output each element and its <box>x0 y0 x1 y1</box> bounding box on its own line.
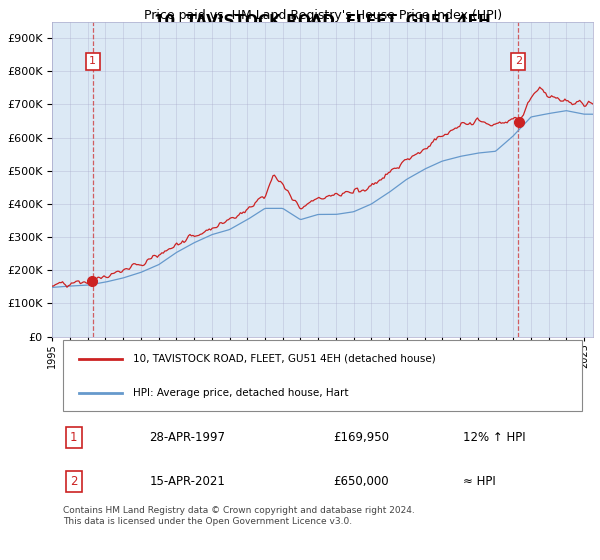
Text: 10, TAVISTOCK ROAD, FLEET, GU51 4EH (detached house): 10, TAVISTOCK ROAD, FLEET, GU51 4EH (det… <box>133 353 436 363</box>
Text: Price paid vs. HM Land Registry's House Price Index (HPI): Price paid vs. HM Land Registry's House … <box>143 8 502 21</box>
Text: 1: 1 <box>70 431 77 444</box>
Text: 2: 2 <box>515 57 522 66</box>
Text: Contains HM Land Registry data © Crown copyright and database right 2024.
This d: Contains HM Land Registry data © Crown c… <box>63 506 415 526</box>
Text: 28-APR-1997: 28-APR-1997 <box>149 431 226 444</box>
Text: ≈ HPI: ≈ HPI <box>463 475 496 488</box>
Text: 10, TAVISTOCK ROAD, FLEET, GU51 4EH: 10, TAVISTOCK ROAD, FLEET, GU51 4EH <box>154 15 491 30</box>
Text: HPI: Average price, detached house, Hart: HPI: Average price, detached house, Hart <box>133 388 349 398</box>
Text: £650,000: £650,000 <box>334 475 389 488</box>
Text: 15-APR-2021: 15-APR-2021 <box>149 475 226 488</box>
FancyBboxPatch shape <box>63 340 582 411</box>
Text: £169,950: £169,950 <box>334 431 389 444</box>
Text: 12% ↑ HPI: 12% ↑ HPI <box>463 431 526 444</box>
Text: 2: 2 <box>70 475 77 488</box>
Text: 1: 1 <box>89 57 96 66</box>
